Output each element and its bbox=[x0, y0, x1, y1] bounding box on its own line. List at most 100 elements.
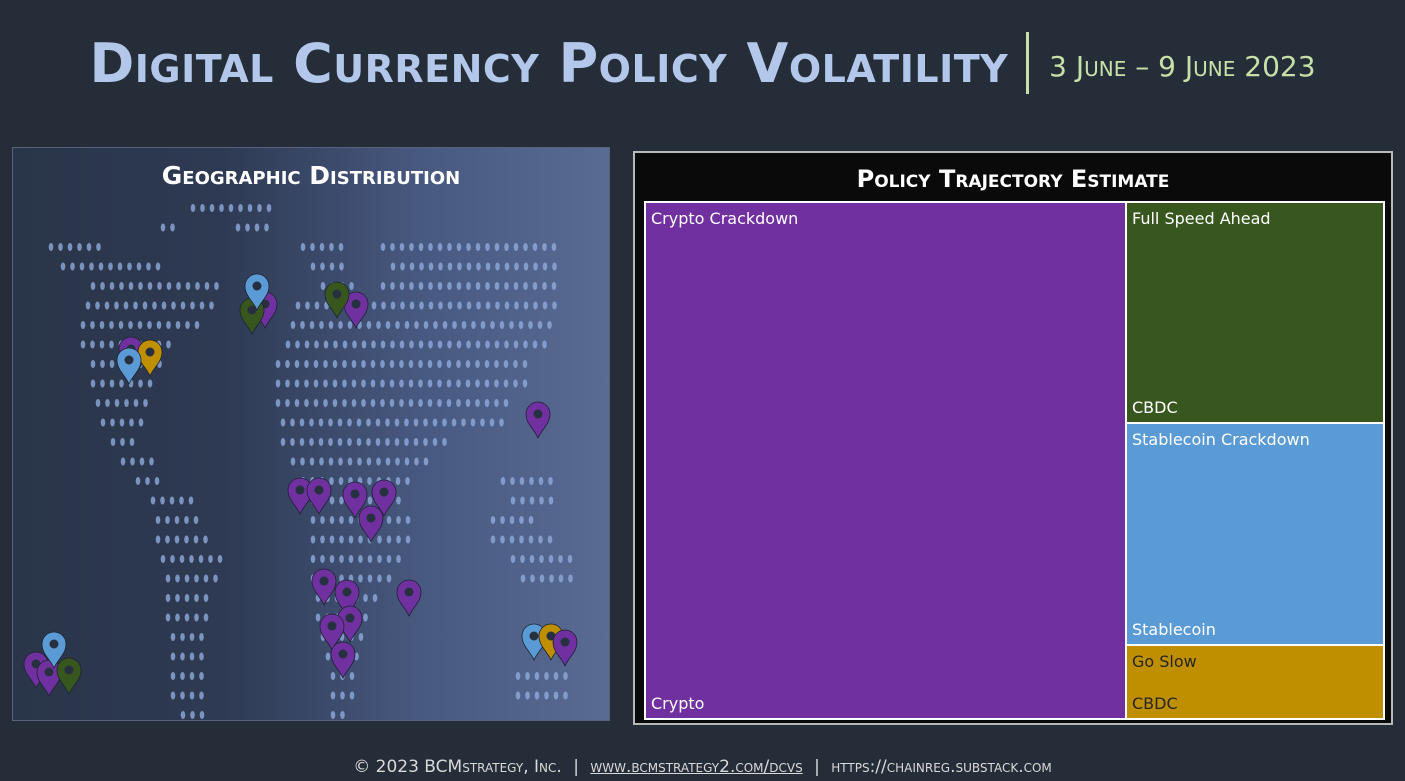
location-pin-icon bbox=[137, 339, 163, 377]
map-dot bbox=[361, 360, 366, 368]
map-dot bbox=[514, 262, 519, 271]
footer-separator: | bbox=[573, 757, 579, 777]
map-dot bbox=[432, 418, 438, 427]
map-dot bbox=[139, 457, 145, 466]
tile-crypto-crackdown: Crypto Crackdown Crypto bbox=[644, 201, 1127, 720]
map-dot bbox=[563, 691, 568, 700]
map-dot bbox=[544, 672, 549, 680]
map-dot bbox=[372, 594, 378, 602]
map-dot bbox=[494, 340, 500, 349]
location-pin-icon bbox=[36, 659, 62, 697]
map-dot bbox=[160, 496, 165, 505]
footer-company: BCMstrategy, Inc. bbox=[424, 757, 562, 777]
map-dot bbox=[213, 574, 218, 583]
map-dot bbox=[519, 535, 524, 544]
location-pin-icon bbox=[525, 401, 551, 439]
map-dot bbox=[534, 691, 540, 700]
map-dot bbox=[395, 457, 400, 466]
map-dot bbox=[200, 204, 205, 212]
map-dot bbox=[204, 282, 210, 290]
map-dot bbox=[370, 360, 376, 368]
map-dot bbox=[160, 223, 166, 232]
map-dot bbox=[294, 360, 300, 368]
map-dot bbox=[169, 496, 175, 505]
map-dot bbox=[423, 321, 429, 329]
map-dot bbox=[349, 672, 355, 680]
map-dot bbox=[494, 379, 499, 388]
map-dot bbox=[285, 399, 290, 407]
map-dot bbox=[138, 379, 143, 388]
map-dot bbox=[300, 243, 306, 251]
map-dot bbox=[48, 243, 54, 251]
map-dot bbox=[180, 301, 186, 310]
map-dot bbox=[465, 360, 471, 368]
map-dot bbox=[500, 477, 506, 485]
map-dot bbox=[290, 438, 295, 446]
map-dot bbox=[470, 418, 476, 427]
map-dot bbox=[315, 613, 321, 622]
map-dot bbox=[538, 535, 543, 544]
map-dot bbox=[514, 301, 519, 310]
map-dot bbox=[348, 516, 354, 524]
map-dot bbox=[348, 535, 354, 544]
map-dot bbox=[60, 262, 66, 271]
map-dots bbox=[48, 204, 573, 719]
map-dot bbox=[285, 340, 291, 349]
map-dot bbox=[174, 535, 180, 544]
map-dot bbox=[495, 262, 500, 271]
map-dot bbox=[395, 477, 401, 485]
map-dot bbox=[418, 243, 424, 251]
map-dot bbox=[332, 399, 338, 407]
map-dot bbox=[351, 360, 357, 368]
map-dot bbox=[370, 399, 376, 407]
map-dot bbox=[190, 711, 195, 719]
map-dot bbox=[418, 282, 424, 290]
map-dot bbox=[290, 321, 296, 329]
map-dot bbox=[547, 321, 552, 329]
location-pin-icon bbox=[56, 657, 82, 695]
map-dot bbox=[338, 477, 344, 485]
footer-link-substack[interactable]: https://chainreg.substack.com bbox=[831, 757, 1052, 777]
map-dot bbox=[515, 691, 521, 700]
map-dot bbox=[456, 243, 462, 251]
map-dot bbox=[465, 399, 471, 407]
map-dot bbox=[380, 340, 386, 349]
map-dot bbox=[170, 652, 176, 661]
map-dot bbox=[339, 555, 344, 563]
map-dot bbox=[485, 301, 491, 310]
map-dot bbox=[264, 223, 269, 232]
map-dot bbox=[285, 360, 290, 368]
map-dot bbox=[290, 457, 296, 466]
footer-link-dcvs[interactable]: www.bcmstrategy2.com/dcvs bbox=[590, 757, 803, 777]
map-dot bbox=[390, 301, 396, 310]
map-dot bbox=[475, 360, 480, 368]
map-dot bbox=[399, 360, 404, 368]
map-dot bbox=[404, 418, 409, 427]
map-dot bbox=[90, 379, 96, 388]
map-dot bbox=[356, 438, 362, 446]
map-dot bbox=[313, 399, 319, 407]
map-dot bbox=[313, 379, 319, 388]
map-dot bbox=[328, 418, 333, 427]
map-dot bbox=[432, 438, 438, 446]
map-dot bbox=[80, 321, 86, 329]
map-dot bbox=[528, 321, 533, 329]
location-pin-icon bbox=[552, 629, 578, 667]
map-dot bbox=[475, 340, 481, 349]
map-dot bbox=[427, 399, 433, 407]
map-dot bbox=[408, 360, 414, 368]
map-dot bbox=[437, 282, 443, 290]
map-dot bbox=[523, 282, 528, 290]
map-dot bbox=[552, 301, 557, 310]
map-dot bbox=[553, 691, 559, 700]
map-dot bbox=[437, 379, 442, 388]
map-dot bbox=[137, 321, 143, 329]
map-dot bbox=[325, 652, 331, 661]
map-dot bbox=[542, 340, 547, 349]
map-dot bbox=[189, 555, 194, 563]
map-dot bbox=[409, 243, 414, 251]
map-dot bbox=[363, 613, 368, 622]
map-dot bbox=[509, 321, 514, 329]
map-dot bbox=[551, 282, 557, 290]
map-dot bbox=[190, 301, 195, 310]
